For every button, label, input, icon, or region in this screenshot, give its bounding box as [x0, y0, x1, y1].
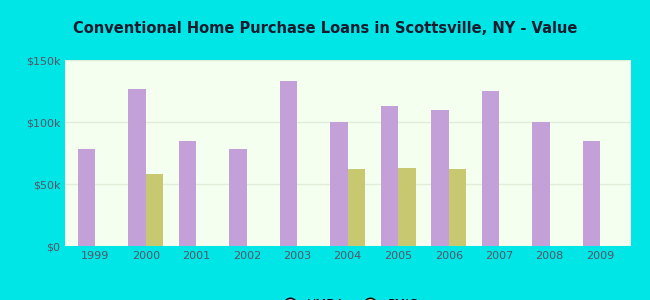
Bar: [330, 122, 348, 246]
Bar: [482, 91, 499, 246]
Bar: [448, 169, 467, 246]
Bar: [229, 149, 247, 246]
Bar: [398, 168, 416, 246]
Bar: [77, 149, 96, 246]
Text: Conventional Home Purchase Loans in Scottsville, NY - Value: Conventional Home Purchase Loans in Scot…: [73, 21, 577, 36]
Bar: [146, 174, 163, 246]
Bar: [582, 141, 600, 246]
Legend: HMDA, PMIC: HMDA, PMIC: [272, 293, 423, 300]
Bar: [280, 81, 297, 246]
Bar: [532, 122, 550, 246]
Bar: [179, 141, 196, 246]
Bar: [128, 88, 146, 246]
Bar: [348, 169, 365, 246]
Bar: [431, 110, 448, 246]
Bar: [380, 106, 398, 246]
